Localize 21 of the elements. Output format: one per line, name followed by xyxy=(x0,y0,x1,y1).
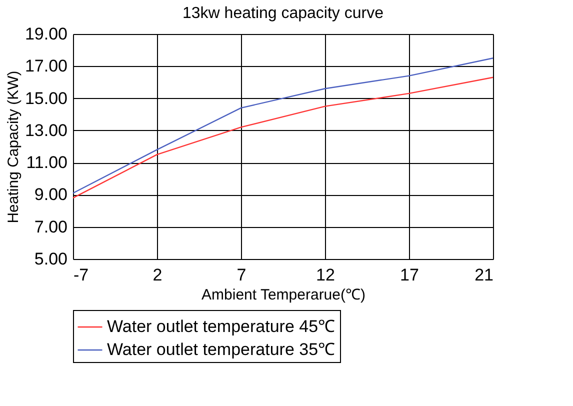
legend-label: Water outlet temperature 45℃ xyxy=(107,317,336,336)
legend-label: Water outlet temperature 35℃ xyxy=(107,340,336,359)
x-tick-label: 17 xyxy=(400,266,419,284)
y-tick-label: 5.00 xyxy=(34,250,68,268)
chart-title: 13kw heating capacity curve xyxy=(182,5,384,22)
x-tick-label: 21 xyxy=(474,266,494,284)
x-tick-label: 7 xyxy=(236,266,246,284)
y-tick-label: 9.00 xyxy=(34,185,68,204)
y-tick-label: 15.00 xyxy=(24,88,68,108)
line-series xyxy=(72,58,494,194)
line-series xyxy=(72,76,494,199)
y-axis-title: Heating Capacity (KW) xyxy=(4,70,22,224)
y-tick-label: 11.00 xyxy=(26,153,68,172)
x-axis-title: Ambient Temperarue(℃) xyxy=(202,286,366,304)
y-tick-label: 7.00 xyxy=(34,217,68,236)
y-tick-label: 19.00 xyxy=(24,24,68,44)
y-tick-label: 13.00 xyxy=(24,120,68,140)
x-tick-label: 2 xyxy=(152,266,162,284)
y-tick-label: 17.00 xyxy=(24,56,68,76)
x-tick-label: -7 xyxy=(74,266,89,284)
x-tick-label: 12 xyxy=(316,266,335,284)
